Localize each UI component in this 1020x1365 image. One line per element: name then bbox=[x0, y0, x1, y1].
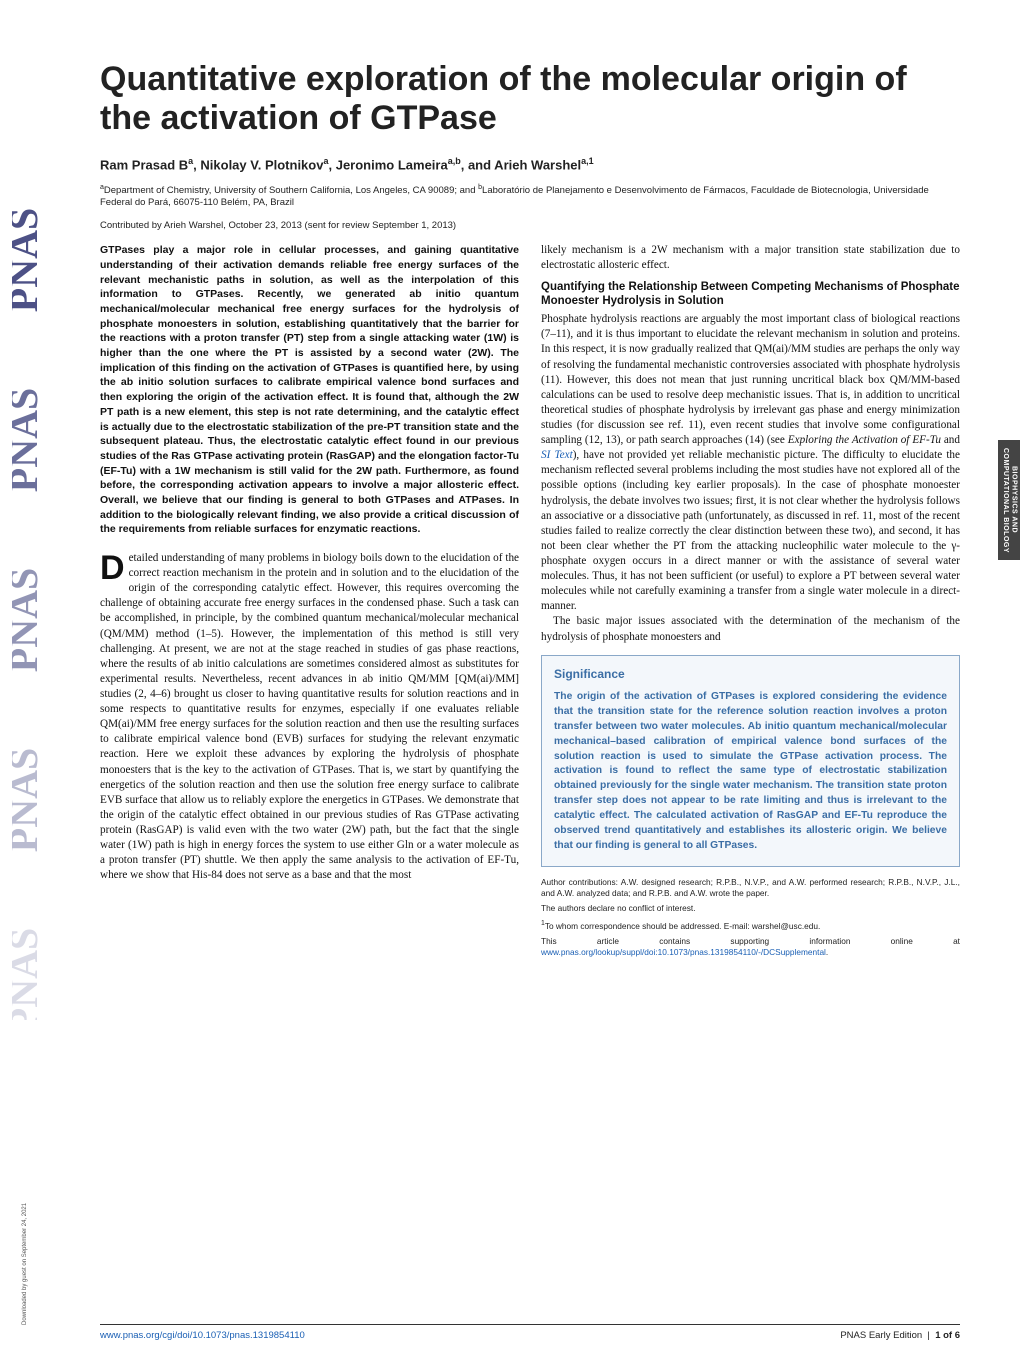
abstract: GTPases play a major role in cellular pr… bbox=[100, 243, 519, 537]
right-body-2: The basic major issues associated with t… bbox=[541, 614, 960, 644]
intro-paragraph: Detailed understanding of many problems … bbox=[100, 551, 519, 883]
section-heading: Quantifying the Relationship Between Com… bbox=[541, 280, 960, 309]
author-contributions: Author contributions: A.W. designed rese… bbox=[541, 877, 960, 899]
significance-box: Significance The origin of the activatio… bbox=[541, 655, 960, 867]
footnotes: Author contributions: A.W. designed rese… bbox=[541, 877, 960, 958]
significance-heading: Significance bbox=[554, 666, 947, 682]
contributed-line: Contributed by Arieh Warshel, October 23… bbox=[100, 220, 960, 231]
right-intro: likely mechanism is a 2W mechanism with … bbox=[541, 243, 960, 273]
conflict-of-interest: The authors declare no conflict of inter… bbox=[541, 903, 960, 914]
article-title: Quantitative exploration of the molecula… bbox=[100, 60, 960, 138]
author-list: Ram Prasad Ba, Nikolay V. Plotnikova, Je… bbox=[100, 156, 960, 172]
page: Quantitative exploration of the molecula… bbox=[0, 0, 1020, 1365]
affiliations: aDepartment of Chemistry, University of … bbox=[100, 183, 960, 211]
footer-page: PNAS Early Edition | 1 of 6 bbox=[840, 1330, 960, 1341]
left-column: GTPases play a major role in cellular pr… bbox=[100, 243, 519, 962]
correspondence: 1To whom correspondence should be addres… bbox=[541, 919, 960, 932]
right-body-1: Phosphate hydrolysis reactions are argua… bbox=[541, 312, 960, 614]
supporting-info: This article contains supporting informa… bbox=[541, 936, 960, 958]
right-column: likely mechanism is a 2W mechanism with … bbox=[541, 243, 960, 962]
significance-body: The origin of the activation of GTPases … bbox=[554, 690, 947, 854]
body-columns: GTPases play a major role in cellular pr… bbox=[100, 243, 960, 962]
page-footer: www.pnas.org/cgi/doi/10.1073/pnas.131985… bbox=[100, 1324, 960, 1341]
footer-doi[interactable]: www.pnas.org/cgi/doi/10.1073/pnas.131985… bbox=[100, 1330, 305, 1341]
